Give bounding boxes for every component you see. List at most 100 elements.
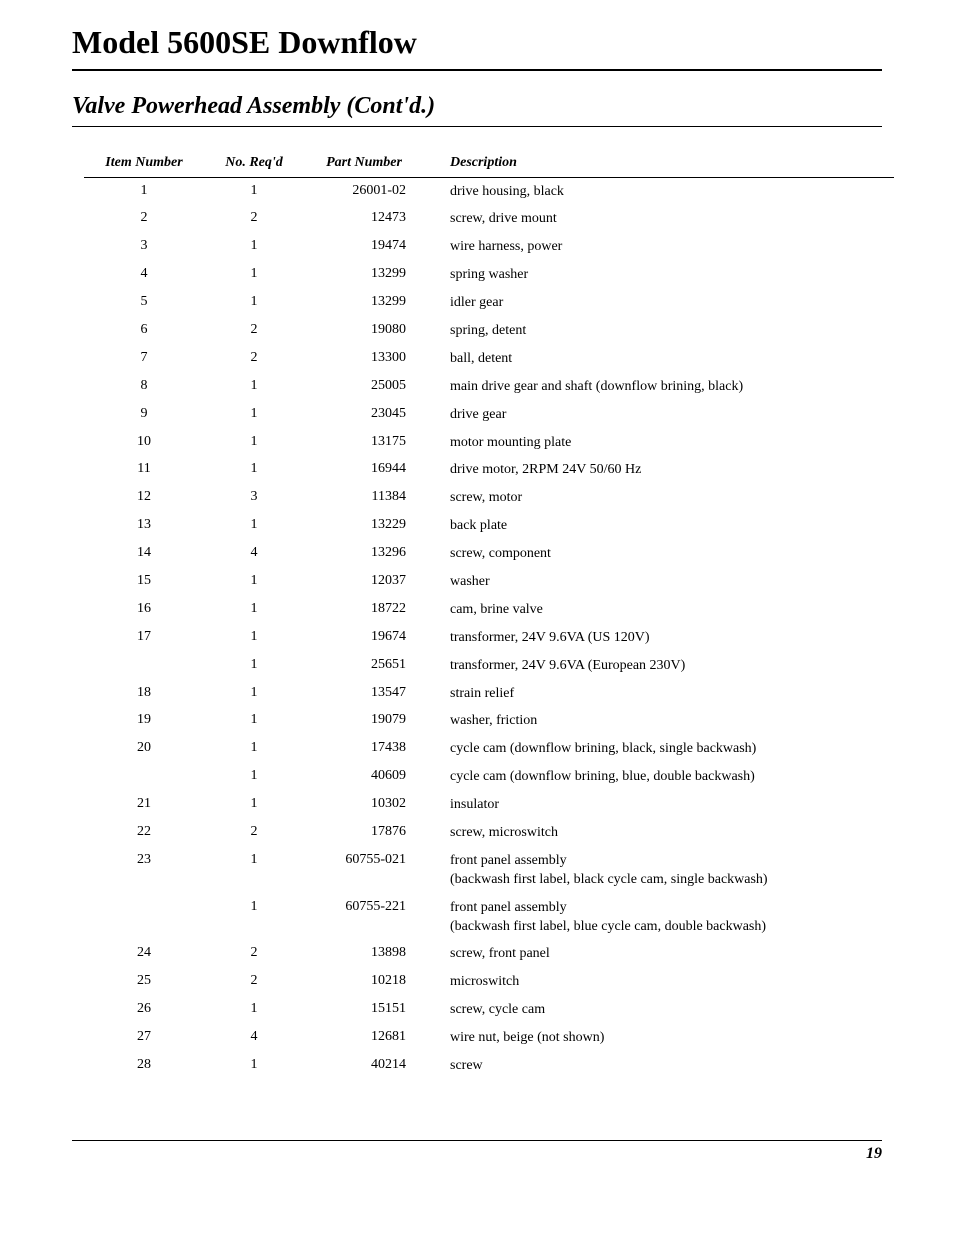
cell-part-number: 10302 — [304, 792, 424, 820]
table-row: 3119474wire harness, power — [84, 234, 894, 262]
cell-description: screw, motor — [424, 485, 894, 513]
cell-description: strain relief — [424, 680, 894, 708]
cell-no-reqd: 1 — [204, 894, 304, 941]
cell-no-reqd: 1 — [204, 997, 304, 1025]
cell-description: screw, drive mount — [424, 206, 894, 234]
table-row: 15112037washer — [84, 568, 894, 596]
table-row: 16118722cam, brine valve — [84, 596, 894, 624]
cell-part-number: 19674 — [304, 624, 424, 652]
table-row: 7213300ball, detent — [84, 345, 894, 373]
parts-table: Item Number No. Req'd Part Number Descri… — [84, 155, 894, 1080]
cell-part-number: 11384 — [304, 485, 424, 513]
cell-item-number: 17 — [84, 624, 204, 652]
table-row: 23160755-021front panel assembly(backwas… — [84, 847, 894, 894]
cell-description: main drive gear and shaft (downflow brin… — [424, 373, 894, 401]
cell-part-number: 19079 — [304, 708, 424, 736]
cell-part-number: 17876 — [304, 819, 424, 847]
cell-no-reqd: 1 — [204, 568, 304, 596]
cell-item-number: 16 — [84, 596, 204, 624]
cell-part-number: 40609 — [304, 764, 424, 792]
table-row: 24213898screw, front panel — [84, 941, 894, 969]
cell-part-number: 60755-221 — [304, 894, 424, 941]
table-row: 12311384screw, motor — [84, 485, 894, 513]
cell-part-number: 13229 — [304, 513, 424, 541]
cell-item-number: 6 — [84, 317, 204, 345]
cell-description: drive gear — [424, 401, 894, 429]
cell-no-reqd: 1 — [204, 624, 304, 652]
cell-no-reqd: 3 — [204, 485, 304, 513]
cell-item-number: 3 — [84, 234, 204, 262]
cell-item-number: 26 — [84, 997, 204, 1025]
cell-part-number: 18722 — [304, 596, 424, 624]
cell-no-reqd: 1 — [204, 262, 304, 290]
cell-part-number: 15151 — [304, 997, 424, 1025]
cell-no-reqd: 1 — [204, 708, 304, 736]
cell-item-number: 22 — [84, 819, 204, 847]
cell-description: idler gear — [424, 290, 894, 318]
table-row: 17119674transformer, 24V 9.6VA (US 120V) — [84, 624, 894, 652]
cell-part-number: 23045 — [304, 401, 424, 429]
table-row: 20117438cycle cam (downflow brining, bla… — [84, 736, 894, 764]
table-row: 6219080spring, detent — [84, 317, 894, 345]
cell-item-number: 24 — [84, 941, 204, 969]
cell-item-number: 4 — [84, 262, 204, 290]
section-rule — [72, 126, 882, 127]
header-description: Description — [424, 155, 894, 178]
cell-no-reqd: 2 — [204, 317, 304, 345]
table-row: 125651transformer, 24V 9.6VA (European 2… — [84, 652, 894, 680]
table-row: 28140214screw — [84, 1053, 894, 1081]
cell-item-number: 13 — [84, 513, 204, 541]
cell-description: screw, cycle cam — [424, 997, 894, 1025]
cell-part-number: 13299 — [304, 290, 424, 318]
section-title: Valve Powerhead Assembly (Cont'd.) — [72, 93, 882, 120]
cell-part-number: 13898 — [304, 941, 424, 969]
table-row: 13113229back plate — [84, 513, 894, 541]
cell-part-number: 13547 — [304, 680, 424, 708]
cell-item-number: 20 — [84, 736, 204, 764]
cell-no-reqd: 1 — [204, 680, 304, 708]
cell-no-reqd: 2 — [204, 969, 304, 997]
cell-item-number: 23 — [84, 847, 204, 894]
cell-description: microswitch — [424, 969, 894, 997]
table-row: 19119079washer, friction — [84, 708, 894, 736]
cell-item-number: 8 — [84, 373, 204, 401]
table-row: 18113547strain relief — [84, 680, 894, 708]
cell-no-reqd: 1 — [204, 178, 304, 206]
cell-part-number: 13299 — [304, 262, 424, 290]
cell-no-reqd: 4 — [204, 541, 304, 569]
cell-part-number: 12681 — [304, 1025, 424, 1053]
cell-no-reqd: 1 — [204, 652, 304, 680]
page-title: Model 5600SE Downflow — [72, 24, 882, 61]
cell-description: screw — [424, 1053, 894, 1081]
header-part-number: Part Number — [304, 155, 424, 178]
cell-item-number: 14 — [84, 541, 204, 569]
footer-rule: 19 — [72, 1140, 882, 1163]
cell-description: spring, detent — [424, 317, 894, 345]
cell-no-reqd: 1 — [204, 736, 304, 764]
cell-item-number: 28 — [84, 1053, 204, 1081]
cell-description: transformer, 24V 9.6VA (US 120V) — [424, 624, 894, 652]
cell-item-number: 9 — [84, 401, 204, 429]
cell-description: ball, detent — [424, 345, 894, 373]
table-row: 5113299idler gear — [84, 290, 894, 318]
cell-no-reqd: 1 — [204, 457, 304, 485]
cell-description: front panel assembly(backwash first labe… — [424, 894, 894, 941]
cell-description: cam, brine valve — [424, 596, 894, 624]
table-row: 27412681wire nut, beige (not shown) — [84, 1025, 894, 1053]
cell-item-number: 18 — [84, 680, 204, 708]
cell-description: screw, microswitch — [424, 819, 894, 847]
cell-part-number: 13296 — [304, 541, 424, 569]
cell-item-number: 7 — [84, 345, 204, 373]
cell-no-reqd: 1 — [204, 764, 304, 792]
table-row: 9123045drive gear — [84, 401, 894, 429]
header-item-number: Item Number — [84, 155, 204, 178]
table-row: 10113175motor mounting plate — [84, 429, 894, 457]
table-row: 14413296screw, component — [84, 541, 894, 569]
table-row: 4113299spring washer — [84, 262, 894, 290]
cell-description: back plate — [424, 513, 894, 541]
cell-no-reqd: 1 — [204, 290, 304, 318]
cell-description: cycle cam (downflow brining, blue, doubl… — [424, 764, 894, 792]
cell-item-number: 10 — [84, 429, 204, 457]
cell-description: drive housing, black — [424, 178, 894, 206]
cell-item-number: 12 — [84, 485, 204, 513]
